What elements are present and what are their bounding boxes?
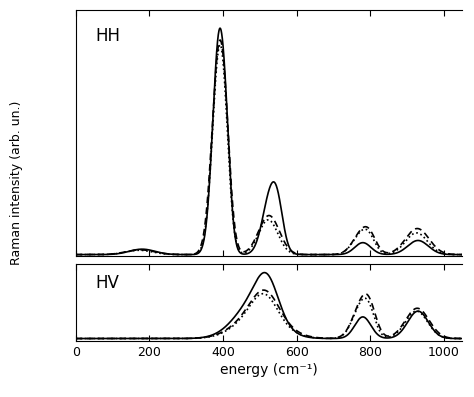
Text: HV: HV <box>95 274 119 292</box>
X-axis label: energy (cm⁻¹): energy (cm⁻¹) <box>220 363 318 378</box>
Text: HH: HH <box>95 27 120 45</box>
Text: Raman intensity (arb. un.): Raman intensity (arb. un.) <box>10 100 23 265</box>
